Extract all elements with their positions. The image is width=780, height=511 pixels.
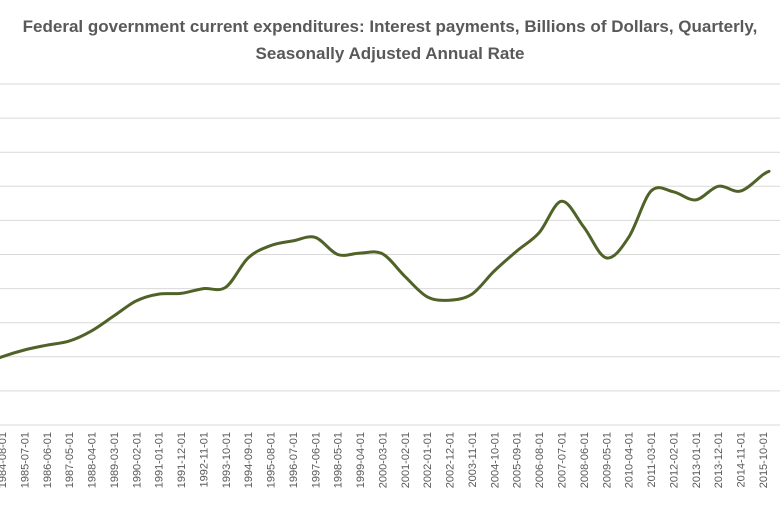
series-line <box>0 169 771 360</box>
x-tick-label: 1998-05-01 <box>333 432 345 488</box>
x-tick-label: 2002-12-01 <box>445 432 457 488</box>
chart-title-line-1: Federal government current expenditures:… <box>23 17 758 36</box>
x-tick-label: 1995-08-01 <box>266 432 278 488</box>
x-tick-label: 2005-09-01 <box>512 432 524 488</box>
x-tick-label: 2007-07-01 <box>557 432 569 488</box>
x-tick-label: 2003-11-01 <box>467 432 479 487</box>
gridlines <box>0 83 780 426</box>
x-tick-label: 2010-04-01 <box>624 432 636 488</box>
x-tick-label: 2015-10-01 <box>758 432 770 488</box>
x-tick-label: 1999-04-01 <box>355 432 367 488</box>
x-tick-label: 2013-12-01 <box>713 432 725 488</box>
x-tick-label: 2000-03-01 <box>377 432 389 488</box>
x-tick-label: 2014-11-01 <box>736 432 748 487</box>
x-tick-label: 1992-11-01 <box>198 432 210 487</box>
x-tick-label: 1991-12-01 <box>176 432 188 488</box>
x-tick-label: 1997-06-01 <box>310 432 322 488</box>
series-layer <box>0 169 771 360</box>
x-tick-label: 2004-10-01 <box>489 432 501 488</box>
x-tick-label: 2012-02-01 <box>668 432 680 488</box>
x-tick-label: 2001-02-01 <box>400 432 412 488</box>
x-tick-label: 2002-01-01 <box>422 432 434 488</box>
x-tick-label: 1994-09-01 <box>243 432 255 488</box>
x-tick-label: 2008-06-01 <box>579 432 591 488</box>
x-axis-tick-labels: 1984-08-01 1985-07-01 1986-06-01 1987-05-01… <box>0 432 770 488</box>
x-tick-label: 1987-05-01 <box>64 432 76 488</box>
x-tick-label: 1989-03-01 <box>109 432 121 488</box>
x-tick-label: 2009-05-01 <box>601 432 613 488</box>
chart-title-line-2: Seasonally Adjusted Annual Rate <box>256 44 525 63</box>
x-tick-label: 1988-04-01 <box>87 432 99 488</box>
x-tick-label: 2006-08-01 <box>534 432 546 488</box>
x-tick-label: 1985-07-01 <box>19 432 31 488</box>
x-tick-label: 2011-03-01 <box>646 432 658 487</box>
x-tick-label: 1996-07-01 <box>288 432 300 488</box>
x-tick-label: 1990-02-01 <box>131 432 143 488</box>
x-tick-label: 1986-06-01 <box>42 432 54 488</box>
x-tick-label: 1984-08-01 <box>0 432 9 488</box>
x-tick-label: 1991-01-01 <box>154 432 166 488</box>
x-tick-label: 2013-01-01 <box>691 432 703 488</box>
x-tick-label: 1993-10-01 <box>221 432 233 488</box>
